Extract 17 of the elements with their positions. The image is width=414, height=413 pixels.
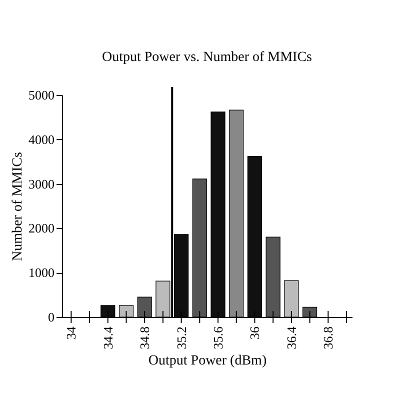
y-tick-label: 3000 [28,176,54,192]
y-axis-title: Number of MMICs [10,152,26,261]
chart-title: Output Power vs. Number of MMICs [102,50,312,65]
x-tick-label: 36 [247,326,262,340]
y-tick-label: 4000 [28,132,54,147]
x-axis-title: Output Power (dBm) [148,353,267,368]
x-tick-label: 34.4 [100,326,116,350]
x-tick-label: 35.6 [210,326,226,350]
y-tick-label: 0 [48,310,54,324]
x-tick-label: 34 [64,326,79,340]
y-tick-label: 1000 [28,265,54,280]
y-tick-label: 5000 [28,88,54,102]
y-tick-label: 2000 [28,220,54,236]
x-tick-label: 36.4 [284,326,299,350]
x-tick-label: 34.8 [137,326,152,350]
x-tick-label: 36.8 [320,326,336,350]
x-tick-label: 35.2 [174,326,189,350]
